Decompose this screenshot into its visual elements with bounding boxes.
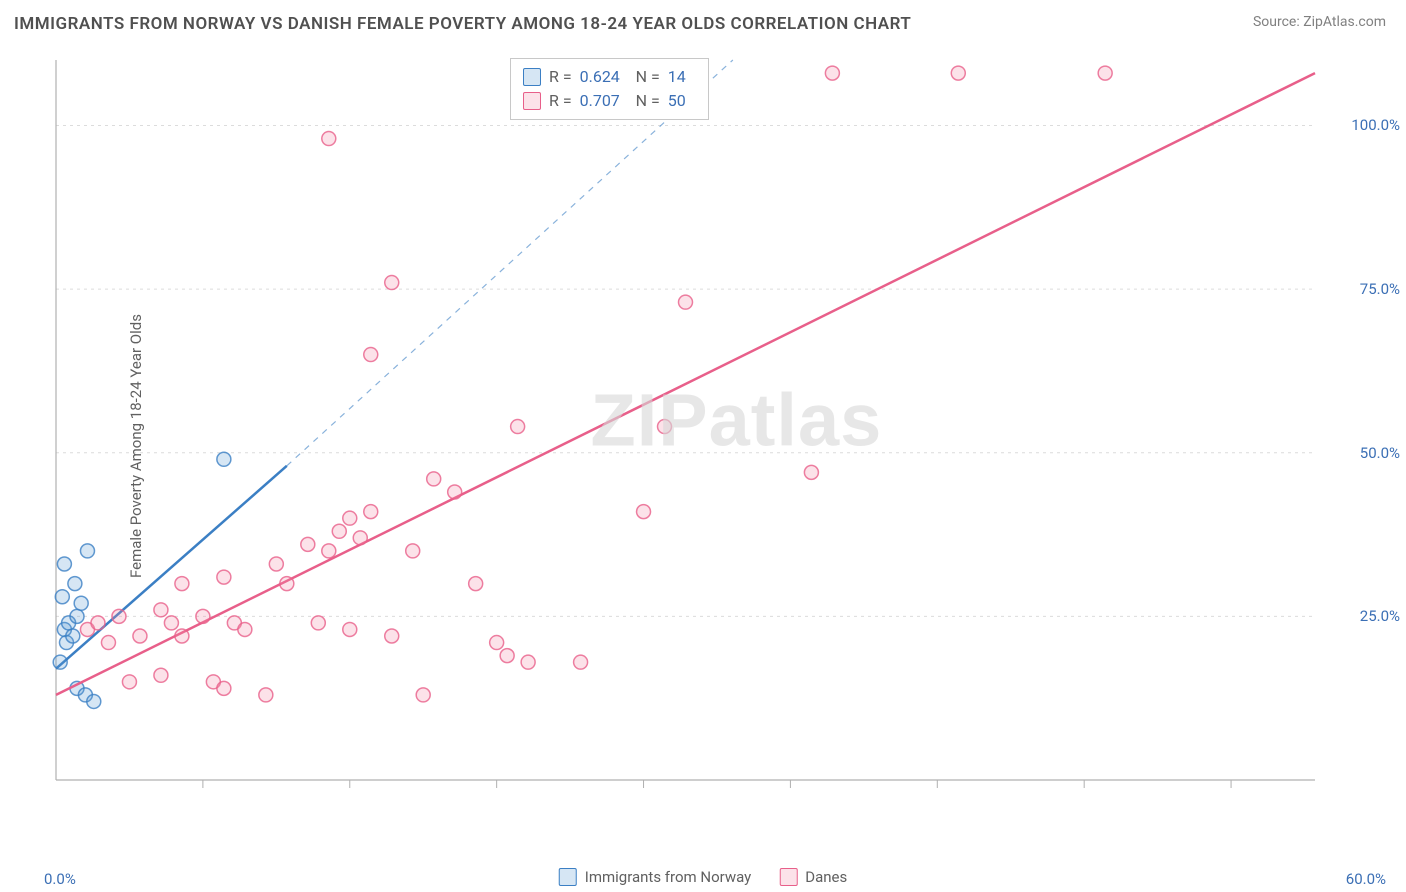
chart-title: IMMIGRANTS FROM NORWAY VS DANISH FEMALE …	[14, 14, 911, 34]
source-value: ZipAtlas.com	[1303, 14, 1386, 30]
stats-row: R = 0.707 N = 50	[523, 89, 696, 113]
legend-label: Immigrants from Norway	[585, 868, 752, 886]
correlation-stats-box: R = 0.624 N = 14 R = 0.707 N = 50	[510, 58, 709, 120]
y-tick-label: 75.0%	[1360, 280, 1400, 298]
n-label: N =	[636, 89, 660, 113]
stats-row: R = 0.624 N = 14	[523, 65, 696, 89]
y-axis-label: Female Poverty Among 18-24 Year Olds	[127, 314, 145, 578]
source-attribution: Source: ZipAtlas.com	[1253, 14, 1386, 30]
r-label: R =	[549, 89, 572, 113]
plot-area: ZIPatlas R =0.624N =14R =0.707N =50	[50, 50, 1370, 820]
legend-item: Danes	[779, 868, 847, 886]
legend-label: Danes	[805, 868, 847, 886]
r-value: 0.707	[580, 89, 628, 113]
chart-container: IMMIGRANTS FROM NORWAY VS DANISH FEMALE …	[0, 0, 1406, 892]
legend-item: Immigrants from Norway	[559, 868, 752, 886]
x-axis-min-label: 0.0%	[44, 870, 76, 888]
r-label: R =	[549, 65, 572, 89]
r-value: 0.624	[580, 65, 628, 89]
n-label: N =	[636, 65, 660, 89]
y-tick-label: 25.0%	[1360, 607, 1400, 625]
n-value: 50	[668, 89, 696, 113]
legend: Immigrants from Norway Danes	[559, 868, 848, 886]
source-label: Source:	[1253, 14, 1300, 30]
legend-swatch	[779, 868, 797, 886]
y-tick-label: 50.0%	[1360, 444, 1400, 462]
legend-swatch	[559, 868, 577, 886]
legend-swatch	[523, 92, 541, 110]
legend-swatch	[523, 68, 541, 86]
scatter-plot-svg	[50, 50, 1370, 820]
x-axis-max-label: 60.0%	[1346, 870, 1386, 888]
n-value: 14	[668, 65, 696, 89]
y-tick-label: 100.0%	[1351, 116, 1400, 134]
